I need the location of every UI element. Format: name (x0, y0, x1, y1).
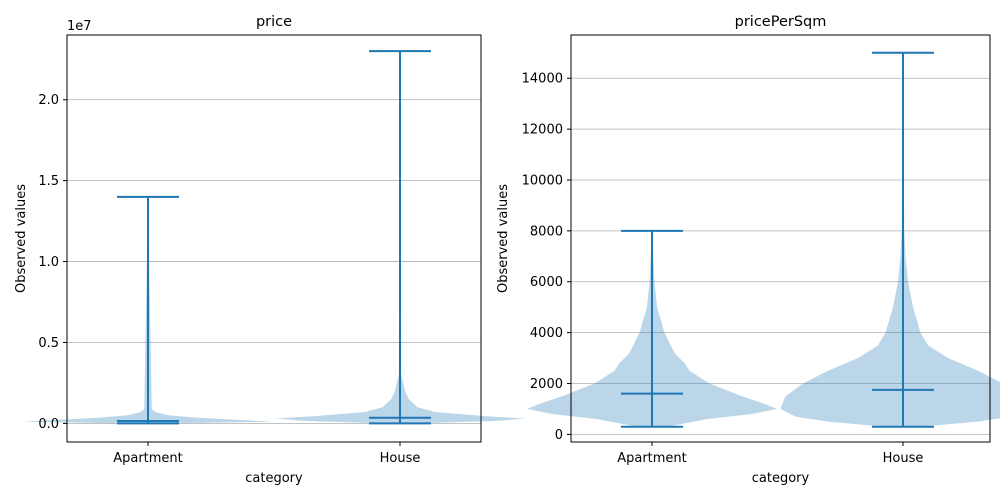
y-tick-label: 0 (555, 428, 563, 443)
y-tick-label: 2000 (530, 377, 563, 392)
y-axis-label: Observed values (14, 184, 29, 293)
y-tick-label: 4000 (530, 326, 563, 341)
x-tick-label: House (883, 451, 924, 466)
chart-title: price (256, 14, 292, 30)
axes-frame (66, 34, 482, 443)
y-tick-label: 14000 (522, 72, 563, 87)
chart-title: pricePerSqm (735, 14, 827, 30)
y-tick-label: 2.0 (38, 93, 59, 108)
axis-offset-text: 1e7 (67, 19, 92, 34)
axes-frame (570, 34, 991, 443)
x-tick-label: Apartment (617, 451, 687, 466)
y-tick-label: 0.5 (38, 336, 59, 351)
y-tick-label: 8000 (530, 224, 563, 239)
violin-body (780, 52, 1000, 427)
x-tick-label: House (380, 451, 421, 466)
y-axis-label: Observed values (496, 184, 511, 293)
y-tick-label: 1.0 (38, 255, 59, 270)
y-tick-label: 12000 (522, 123, 563, 138)
x-axis-label: category (245, 471, 303, 486)
y-tick-label: 10000 (522, 173, 563, 188)
x-axis-label: category (752, 471, 810, 486)
y-tick-label: 0.0 (38, 417, 59, 432)
y-tick-label: 6000 (530, 275, 563, 290)
x-tick-label: Apartment (113, 451, 183, 466)
y-tick-label: 1.5 (38, 174, 59, 189)
